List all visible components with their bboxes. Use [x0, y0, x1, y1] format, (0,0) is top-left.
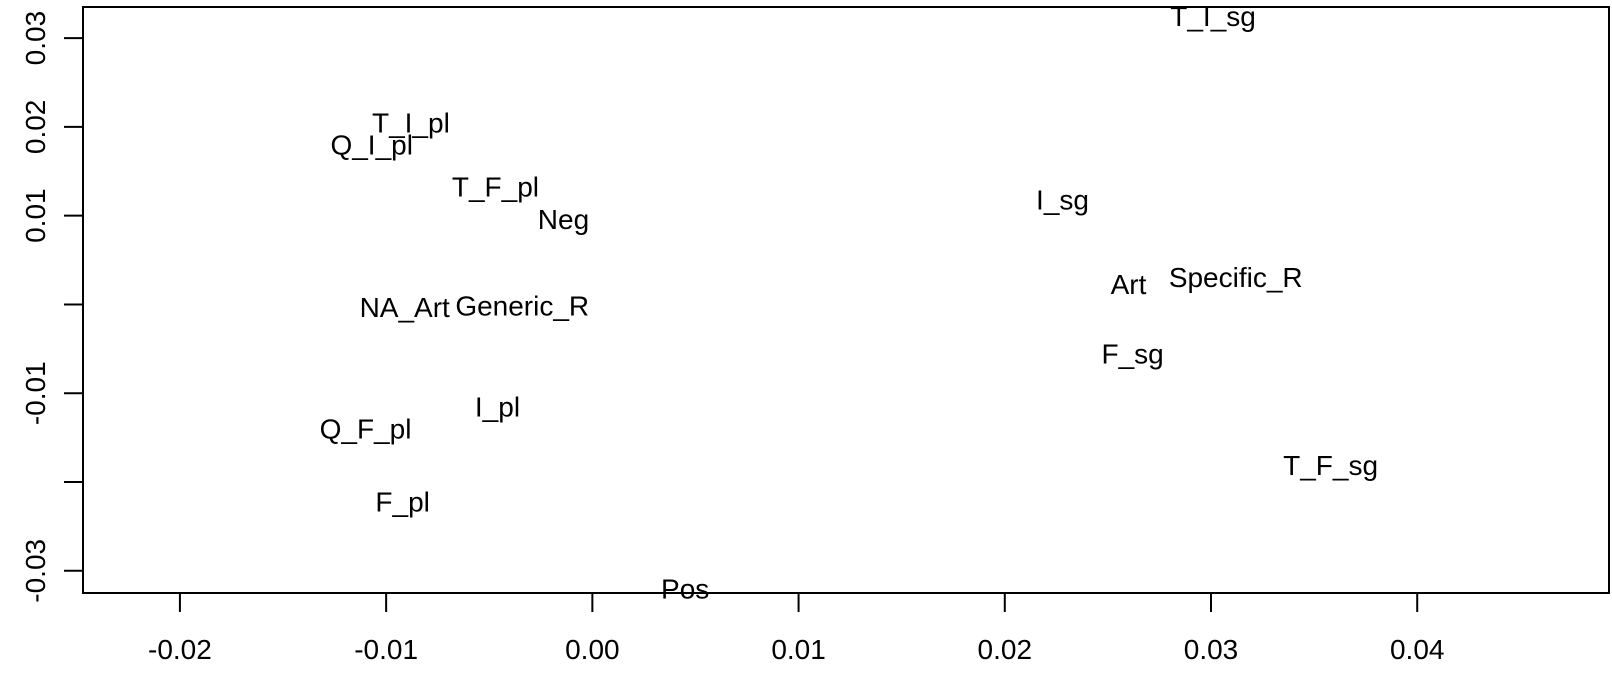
- point-label-na-art: NA_Art: [360, 292, 450, 323]
- y-tick-label: 0.01: [20, 188, 51, 243]
- x-tick-label: 0.00: [565, 634, 620, 665]
- x-tick-label: -0.01: [354, 634, 418, 665]
- point-label-t-i-pl: T_I_pl: [372, 107, 450, 138]
- x-tick-label: -0.02: [148, 634, 212, 665]
- point-label-art: Art: [1111, 269, 1147, 300]
- point-label-t-f-sg: T_F_sg: [1283, 450, 1378, 481]
- point-label-i-pl: I_pl: [475, 392, 520, 423]
- point-label-q-f-pl: Q_F_pl: [320, 414, 412, 445]
- point-label-pos: Pos: [661, 574, 709, 605]
- point-label-neg: Neg: [538, 204, 589, 235]
- point-label-f-pl: F_pl: [375, 487, 429, 518]
- point-label-f-sg: F_sg: [1102, 338, 1164, 369]
- y-tick-label: 0.03: [20, 11, 51, 66]
- point-label-generic-r: Generic_R: [455, 290, 589, 321]
- y-tick-label: -0.01: [20, 361, 51, 425]
- plot-frame: [82, 6, 1610, 594]
- point-label-t-i-sg: T_I_sg: [1170, 1, 1256, 32]
- point-label-i-sg: I_sg: [1036, 185, 1089, 216]
- point-label-q-i-pl: Q_I_pl: [330, 130, 413, 161]
- point-label-specific-r: Specific_R: [1169, 262, 1303, 293]
- y-tick-label: -0.03: [20, 539, 51, 603]
- y-tick-label: 0.02: [20, 100, 51, 155]
- x-tick-label: 0.01: [771, 634, 826, 665]
- x-axis: -0.02 -0.01 0.00 0.01 0.02 0.03 0.04: [148, 592, 1445, 665]
- x-tick-label: 0.03: [1184, 634, 1239, 665]
- x-tick-label: 0.02: [978, 634, 1033, 665]
- y-axis: -0.03 -0.01 0.01 0.02 0.03: [20, 11, 84, 603]
- point-label-t-f-pl: T_F_pl: [452, 171, 539, 202]
- x-tick-label: 0.04: [1390, 634, 1445, 665]
